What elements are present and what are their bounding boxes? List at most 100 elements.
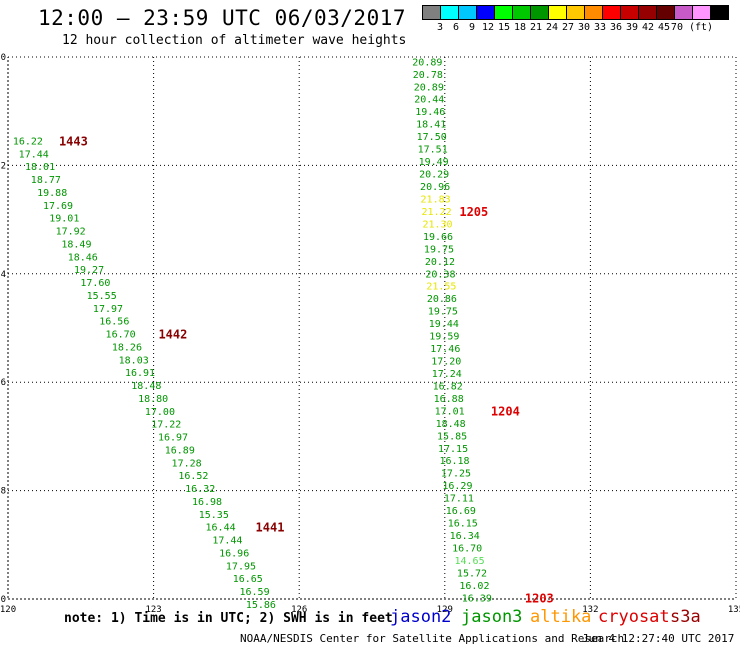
swh-label: 16.98 [192, 497, 222, 508]
swh-label: 15.35 [199, 510, 229, 521]
swh-label: 20.78 [413, 70, 443, 81]
color-scale-label: 27 [561, 22, 575, 33]
page-subtitle: 12 hour collection of altimeter wave hei… [62, 33, 407, 48]
swh-label: 18.49 [61, 239, 91, 250]
color-scale-legend [422, 5, 729, 20]
swh-label: 20.12 [425, 257, 455, 268]
page-title: 12:00 – 23:59 UTC 06/03/2017 [38, 6, 407, 30]
swh-label: 16.39 [462, 593, 492, 604]
color-scale-label: 6 [452, 22, 460, 33]
swh-label: 17.28 [172, 458, 202, 469]
swh-label: 16.82 [433, 381, 463, 392]
y-tick-label: -56 [0, 378, 6, 388]
footer-credit: NOAA/NESDIS Center for Satellite Applica… [240, 632, 625, 645]
swh-label: 17.95 [226, 561, 256, 572]
swh-label: 16.70 [452, 544, 482, 555]
swh-label: 18.03 [119, 355, 149, 366]
color-scale-label: 9 [468, 22, 476, 33]
mission-label-s3a: s3a [670, 607, 701, 627]
swh-label: 21.30 [422, 219, 452, 230]
y-tick-label: -60 [0, 595, 6, 605]
swh-label: 20.89 [412, 57, 442, 68]
swh-label: 17.97 [93, 304, 123, 315]
swh-label: 15.72 [457, 568, 487, 579]
time-label: 1205 [459, 205, 488, 219]
swh-label: 19.01 [49, 213, 79, 224]
swh-label: 20.44 [414, 95, 444, 106]
swh-label: 17.44 [212, 535, 242, 546]
color-scale-label: 45 [657, 22, 671, 33]
swh-label: 16.22 [13, 136, 43, 147]
swh-label: 18.41 [416, 120, 446, 131]
color-scale-label: 36 [609, 22, 623, 33]
swh-label: 17.01 [435, 406, 465, 417]
mission-label-jason2: jason2 [390, 607, 452, 627]
color-scale-label: 30 [577, 22, 591, 33]
swh-label: 19.44 [429, 319, 459, 330]
swh-label: 17.24 [432, 369, 462, 380]
swh-label: 17.92 [56, 226, 86, 237]
swh-label: 19.59 [429, 332, 459, 343]
color-scale-label: 24 [545, 22, 559, 33]
swh-label: 17.44 [19, 149, 49, 160]
swh-label: 18.46 [68, 252, 98, 263]
y-tick-label: -54 [0, 270, 6, 280]
swh-label: 18.48 [131, 381, 161, 392]
swh-label: 17.11 [444, 494, 474, 505]
mission-label-jason3: jason3 [461, 607, 523, 627]
y-tick-label: -50 [0, 53, 6, 63]
swh-label: 17.22 [151, 419, 181, 430]
time-label: 1442 [158, 327, 187, 341]
swh-label: 18.01 [25, 162, 55, 173]
mission-label-altika: altika [530, 607, 592, 627]
swh-label: 16.89 [165, 445, 195, 456]
y-tick-label: -58 [0, 487, 6, 497]
swh-label: 16.88 [434, 394, 464, 405]
color-scale-label: 21 [529, 22, 543, 33]
swh-label: 19.66 [423, 232, 453, 243]
x-tick-label: 120 [0, 605, 16, 615]
swh-label: 16.69 [446, 506, 476, 517]
color-scale-label: 3 [436, 22, 444, 33]
swh-label: 19.88 [37, 188, 67, 199]
swh-label: 16.70 [106, 329, 136, 340]
swh-label: 15.55 [87, 291, 117, 302]
time-label: 1204 [491, 404, 520, 418]
swh-label: 17.60 [80, 278, 110, 289]
swh-label: 21.55 [426, 282, 456, 293]
color-scale-label: 12 [481, 22, 495, 33]
swh-label: 21.22 [422, 207, 452, 218]
swh-label: 17.15 [438, 444, 468, 455]
swh-label: 17.50 [417, 132, 447, 143]
swh-label: 16.29 [442, 481, 472, 492]
color-scale-labels: 3 6 9 12 15 18 21 24 27 30 33 36 39 42 45 70 (ft) [423, 22, 740, 36]
swh-label: 20.29 [419, 170, 449, 181]
swh-label: 16.44 [206, 522, 236, 533]
swh-label: 17.00 [145, 407, 175, 418]
swh-label: 17.20 [431, 357, 461, 368]
swh-label: 16.18 [439, 456, 469, 467]
color-scale-label: 70 (ft) [670, 22, 714, 33]
swh-label: 16.91 [125, 368, 155, 379]
time-label: 1203 [525, 591, 554, 605]
plot-frame [7, 56, 737, 600]
swh-label: 17.51 [418, 145, 448, 156]
time-label: 1441 [256, 520, 285, 534]
swh-label: 16.15 [448, 519, 478, 530]
swh-label: 20.38 [425, 269, 455, 280]
swh-label: 16.02 [459, 581, 489, 592]
swh-label: 19.75 [424, 244, 454, 255]
swh-label: 20.96 [420, 182, 450, 193]
color-scale-label: 15 [497, 22, 511, 33]
swh-label: 20.86 [427, 294, 457, 305]
x-tick-label: 123 [145, 605, 161, 615]
x-tick-label: 126 [291, 605, 307, 615]
swh-label: 19.75 [428, 307, 458, 318]
swh-label: 20.89 [414, 82, 444, 93]
swh-label: 16.56 [99, 316, 129, 327]
swh-label: 17.46 [430, 344, 460, 355]
swh-label: 16.97 [158, 432, 188, 443]
swh-label: 16.34 [450, 531, 480, 542]
y-tick-label: -52 [0, 161, 6, 171]
